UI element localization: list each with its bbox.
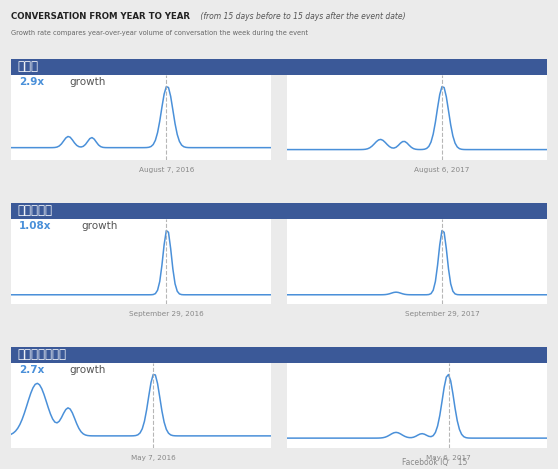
Text: Facebook IQ    15: Facebook IQ 15 xyxy=(402,458,467,467)
Text: May 7, 2016: May 7, 2016 xyxy=(131,455,176,461)
Text: 友谊节: 友谊节 xyxy=(18,60,39,73)
Text: 1.08x: 1.08x xyxy=(19,221,51,231)
Text: Growth rate compares year-over-year volume of conversation the week during the e: Growth rate compares year-over-year volu… xyxy=(11,30,308,37)
Text: September 29, 2017: September 29, 2017 xyxy=(405,311,479,317)
Text: (from 15 days before to 15 days after the event date): (from 15 days before to 15 days after th… xyxy=(198,12,406,21)
Text: 世界裸体园艺日: 世界裸体园艺日 xyxy=(18,348,66,361)
Text: May 6, 2017: May 6, 2017 xyxy=(426,455,471,461)
Text: CONVERSATION FROM YEAR TO YEAR: CONVERSATION FROM YEAR TO YEAR xyxy=(11,12,190,21)
Text: growth: growth xyxy=(69,365,105,375)
Text: August 6, 2017: August 6, 2017 xyxy=(414,167,470,173)
Text: 2.9x: 2.9x xyxy=(19,77,44,87)
Text: 2.7x: 2.7x xyxy=(19,365,44,375)
Text: September 29, 2016: September 29, 2016 xyxy=(129,311,204,317)
Text: growth: growth xyxy=(81,221,118,231)
Text: August 7, 2016: August 7, 2016 xyxy=(138,167,194,173)
Text: growth: growth xyxy=(69,77,105,87)
Text: 国际和啡日: 国际和啡日 xyxy=(18,204,52,217)
